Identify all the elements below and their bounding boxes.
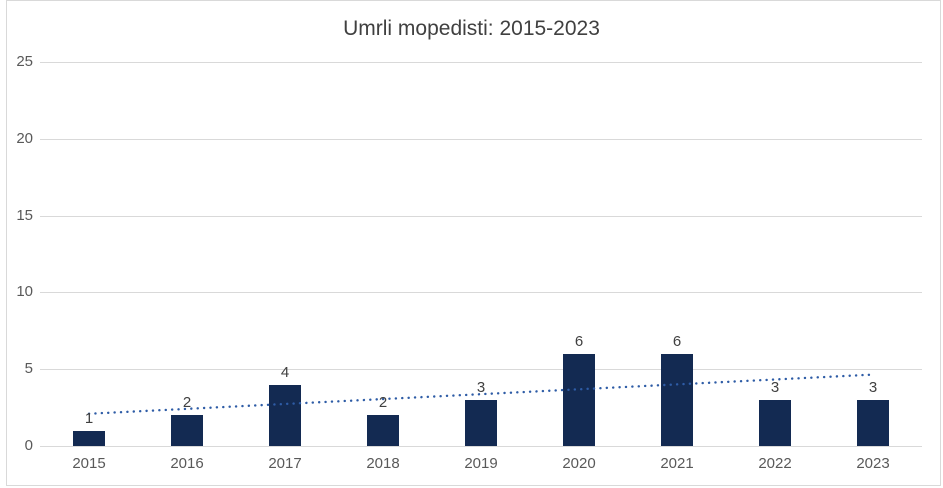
bar-2021	[661, 353, 693, 446]
y-axis: 0 5 10 15 20 25	[0, 53, 33, 454]
bar-2020	[563, 353, 595, 446]
x-axis-tick-label: 2016	[170, 455, 204, 472]
gridline	[40, 215, 922, 217]
x-axis-tick-label: 2021	[660, 455, 694, 472]
x-axis-tick-label: 2015	[72, 455, 106, 472]
bar-2019	[465, 399, 497, 446]
x-axis-tick-label: 2019	[464, 455, 498, 472]
gridline	[40, 446, 922, 447]
data-label-2015: 1	[84, 409, 94, 427]
data-label-2023: 3	[868, 378, 878, 396]
y-axis-tick-label: 10	[16, 283, 33, 301]
gridline	[40, 369, 922, 371]
data-label-2019: 3	[476, 378, 486, 396]
x-axis-tick-label: 2022	[758, 455, 792, 472]
bar-2023	[857, 399, 889, 446]
y-axis-tick-label: 20	[16, 129, 33, 147]
y-axis-tick-label: 25	[16, 53, 33, 70]
data-label-2022: 3	[770, 378, 780, 396]
x-axis-tick-label: 2020	[562, 455, 596, 472]
gridline	[40, 292, 922, 294]
y-axis-tick-label: 0	[24, 437, 33, 454]
bar-2017	[269, 384, 301, 446]
chart-title: Umrli mopedisti: 2015-2023	[343, 17, 600, 40]
y-axis-tick-label: 5	[24, 360, 33, 378]
bar-2022	[759, 399, 791, 446]
data-label-2020: 6	[574, 332, 584, 350]
bar-2016	[171, 415, 203, 446]
x-axis-tick-label: 2018	[366, 455, 400, 472]
data-label-2021: 6	[672, 332, 682, 350]
bar-2018	[367, 415, 399, 446]
bar-2015	[73, 430, 105, 446]
plot-area: 1 2 4 2 3 6 6 3 3	[40, 62, 922, 447]
data-label-2018: 2	[378, 394, 388, 412]
gridline	[40, 62, 922, 63]
y-axis-tick-label: 15	[16, 206, 33, 224]
data-label-2017: 4	[280, 363, 290, 381]
gridline	[40, 138, 922, 140]
x-axis-tick-label: 2023	[856, 455, 890, 472]
data-label-2016: 2	[182, 394, 192, 412]
x-axis-tick-label: 2017	[268, 455, 302, 472]
x-axis: 2015 2016 2017 2018 2019 2020 2021 2022 2023	[40, 454, 922, 474]
